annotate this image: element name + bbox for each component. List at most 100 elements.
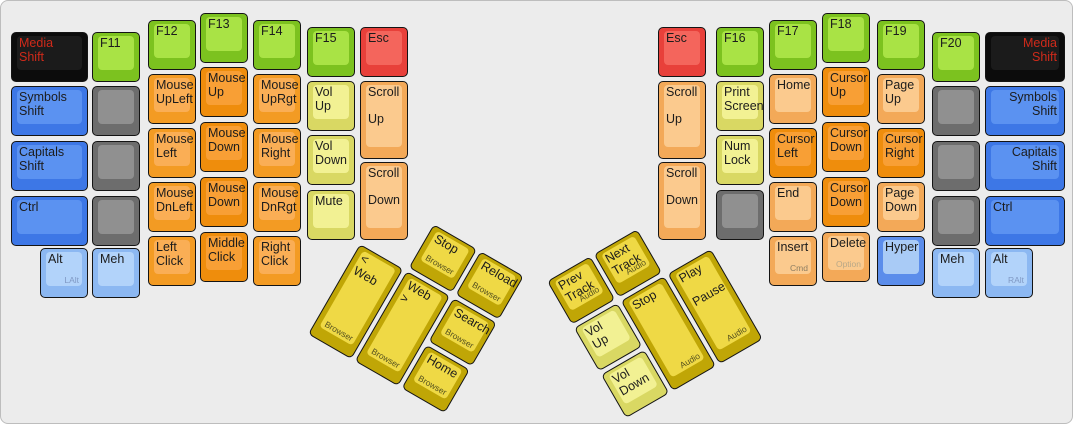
- key-scroll-up-left[interactable]: Scroll Up: [360, 81, 408, 159]
- key-meh-right[interactable]: Meh: [932, 248, 980, 298]
- keycap-face: End: [775, 186, 811, 220]
- key-cursor-down-1[interactable]: Cursor Down: [822, 122, 870, 172]
- key-media-shift-right[interactable]: Media Shift: [985, 32, 1065, 82]
- key-label: Capitals Shift: [19, 145, 65, 173]
- key-blank-left-2[interactable]: [92, 141, 140, 191]
- key-cursor-up[interactable]: Cursor Up: [822, 67, 870, 117]
- key-alt-right[interactable]: Alt RAlt: [985, 248, 1033, 298]
- key-hyper[interactable]: Hyper: [877, 236, 925, 286]
- key-f16[interactable]: F16: [716, 27, 764, 77]
- key-page-down[interactable]: Page Down: [877, 182, 925, 232]
- key-mouse-left[interactable]: Mouse Left: [148, 128, 196, 178]
- keycap-face: Capitals Shift: [17, 145, 82, 179]
- key-mouse-dnleft[interactable]: Mouse DnLeft: [148, 182, 196, 232]
- key-label: Cursor Left: [777, 132, 815, 160]
- key-mouse-uprgt[interactable]: Mouse UpRgt: [253, 74, 301, 124]
- key-label: Ctrl: [19, 200, 39, 214]
- key-label: Hyper: [885, 240, 919, 254]
- keycap-face: Mouse UpRgt: [259, 78, 299, 112]
- keycap-face: Next Track Audio: [600, 235, 651, 285]
- key-capitals-shift-left[interactable]: Capitals Shift: [11, 141, 88, 191]
- key-label: Vol Up: [582, 318, 611, 352]
- key-esc-left[interactable]: Esc: [360, 27, 408, 77]
- key-f17[interactable]: F17: [769, 20, 817, 70]
- key-blank-right-1[interactable]: [932, 86, 980, 136]
- keycap-face: Scroll Down: [664, 166, 700, 228]
- keycap-face: F18: [828, 17, 864, 51]
- keycap-face: Scroll Down: [366, 166, 402, 228]
- keycap-face: Mouse Down: [206, 126, 246, 160]
- key-media-shift-left[interactable]: Media Shift: [11, 32, 88, 82]
- key-cursor-right[interactable]: Cursor Right: [877, 128, 925, 178]
- key-f14[interactable]: F14: [253, 20, 301, 70]
- key-blank-right-4[interactable]: [716, 190, 764, 240]
- key-capitals-shift-right[interactable]: Capitals Shift: [985, 141, 1065, 191]
- key-cursor-left[interactable]: Cursor Left: [769, 128, 817, 178]
- key-scroll-down-right[interactable]: Scroll Down: [658, 162, 706, 240]
- key-sublabel: Browser: [443, 326, 476, 351]
- key-mouse-upleft[interactable]: Mouse UpLeft: [148, 74, 196, 124]
- key-f12[interactable]: F12: [148, 20, 196, 70]
- keycap-face: Mouse Down: [206, 181, 246, 215]
- key-f18[interactable]: F18: [822, 13, 870, 63]
- key-mouse-down-1[interactable]: Mouse Down: [200, 122, 248, 172]
- key-cursor-down-2[interactable]: Cursor Down: [822, 177, 870, 227]
- keycap-face: Right Click: [259, 240, 295, 274]
- key-label: Mute: [315, 194, 343, 208]
- key-mouse-right[interactable]: Mouse Right: [253, 128, 301, 178]
- key-end[interactable]: End: [769, 182, 817, 232]
- key-f19[interactable]: F19: [877, 20, 925, 70]
- key-f11[interactable]: F11: [92, 32, 140, 82]
- key-symbols-shift-right[interactable]: Symbols Shift: [985, 86, 1065, 136]
- key-left-click[interactable]: Left Click: [148, 236, 196, 286]
- key-label: Num Lock: [724, 139, 751, 167]
- key-blank-right-2[interactable]: [932, 141, 980, 191]
- key-ctrl-right[interactable]: Ctrl: [985, 196, 1065, 246]
- key-label: Home: [777, 78, 811, 92]
- key-blank-right-3[interactable]: [932, 196, 980, 246]
- key-ctrl-left[interactable]: Ctrl: [11, 196, 88, 246]
- key-home[interactable]: Home: [769, 74, 817, 124]
- key-f20[interactable]: F20: [932, 32, 980, 82]
- key-mouse-up[interactable]: Mouse Up: [200, 67, 248, 117]
- key-label: Capitals Shift: [1011, 145, 1057, 173]
- keycap-face: Page Down: [883, 186, 919, 220]
- key-label: F20: [940, 36, 962, 50]
- key-alt-left[interactable]: Alt LAlt: [40, 248, 88, 298]
- key-blank-left-1[interactable]: [92, 86, 140, 136]
- key-middle-click[interactable]: Middle Click: [200, 232, 248, 282]
- key-right-click[interactable]: Right Click: [253, 236, 301, 286]
- key-f13[interactable]: F13: [200, 13, 248, 63]
- key-insert[interactable]: Insert Cmd: [769, 236, 817, 286]
- key-meh-left[interactable]: Meh: [92, 248, 140, 298]
- key-sublabel: RAlt: [1007, 275, 1024, 285]
- key-scroll-down-left[interactable]: Scroll Down: [360, 162, 408, 240]
- key-vol-down[interactable]: Vol Down: [307, 135, 355, 185]
- keycap-face: Vol Down: [313, 139, 349, 173]
- keycap-face: Alt LAlt: [46, 252, 82, 286]
- key-mouse-dnrgt[interactable]: Mouse DnRgt: [253, 182, 301, 232]
- key-scroll-up-right[interactable]: Scroll Up: [658, 81, 706, 159]
- key-label: Meh: [100, 252, 125, 266]
- key-page-up[interactable]: Page Up: [877, 74, 925, 124]
- key-label: Mouse UpLeft: [156, 78, 194, 106]
- key-label: Vol Down: [609, 365, 652, 399]
- key-num-lock[interactable]: Num Lock: [716, 135, 764, 185]
- key-delete[interactable]: Delete Option: [822, 232, 870, 282]
- key-esc-right[interactable]: Esc: [658, 27, 706, 77]
- key-mute[interactable]: Mute: [307, 190, 355, 240]
- key-label: Vol Up: [315, 85, 333, 113]
- key-blank-left-3[interactable]: [92, 196, 140, 246]
- key-mouse-down-2[interactable]: Mouse Down: [200, 177, 248, 227]
- key-label: Ctrl: [993, 200, 1013, 214]
- keycap-face: Cursor Left: [775, 132, 815, 166]
- key-sublabel: Browser: [369, 346, 402, 371]
- key-symbols-shift-left[interactable]: Symbols Shift: [11, 86, 88, 136]
- keycap-face: Insert Cmd: [775, 240, 811, 274]
- key-f15[interactable]: F15: [307, 27, 355, 77]
- keycap-face: F13: [206, 17, 242, 51]
- key-vol-up[interactable]: Vol Up: [307, 81, 355, 131]
- key-print-screen[interactable]: Print Screen: [716, 81, 764, 131]
- key-label: Cursor Up: [830, 71, 868, 99]
